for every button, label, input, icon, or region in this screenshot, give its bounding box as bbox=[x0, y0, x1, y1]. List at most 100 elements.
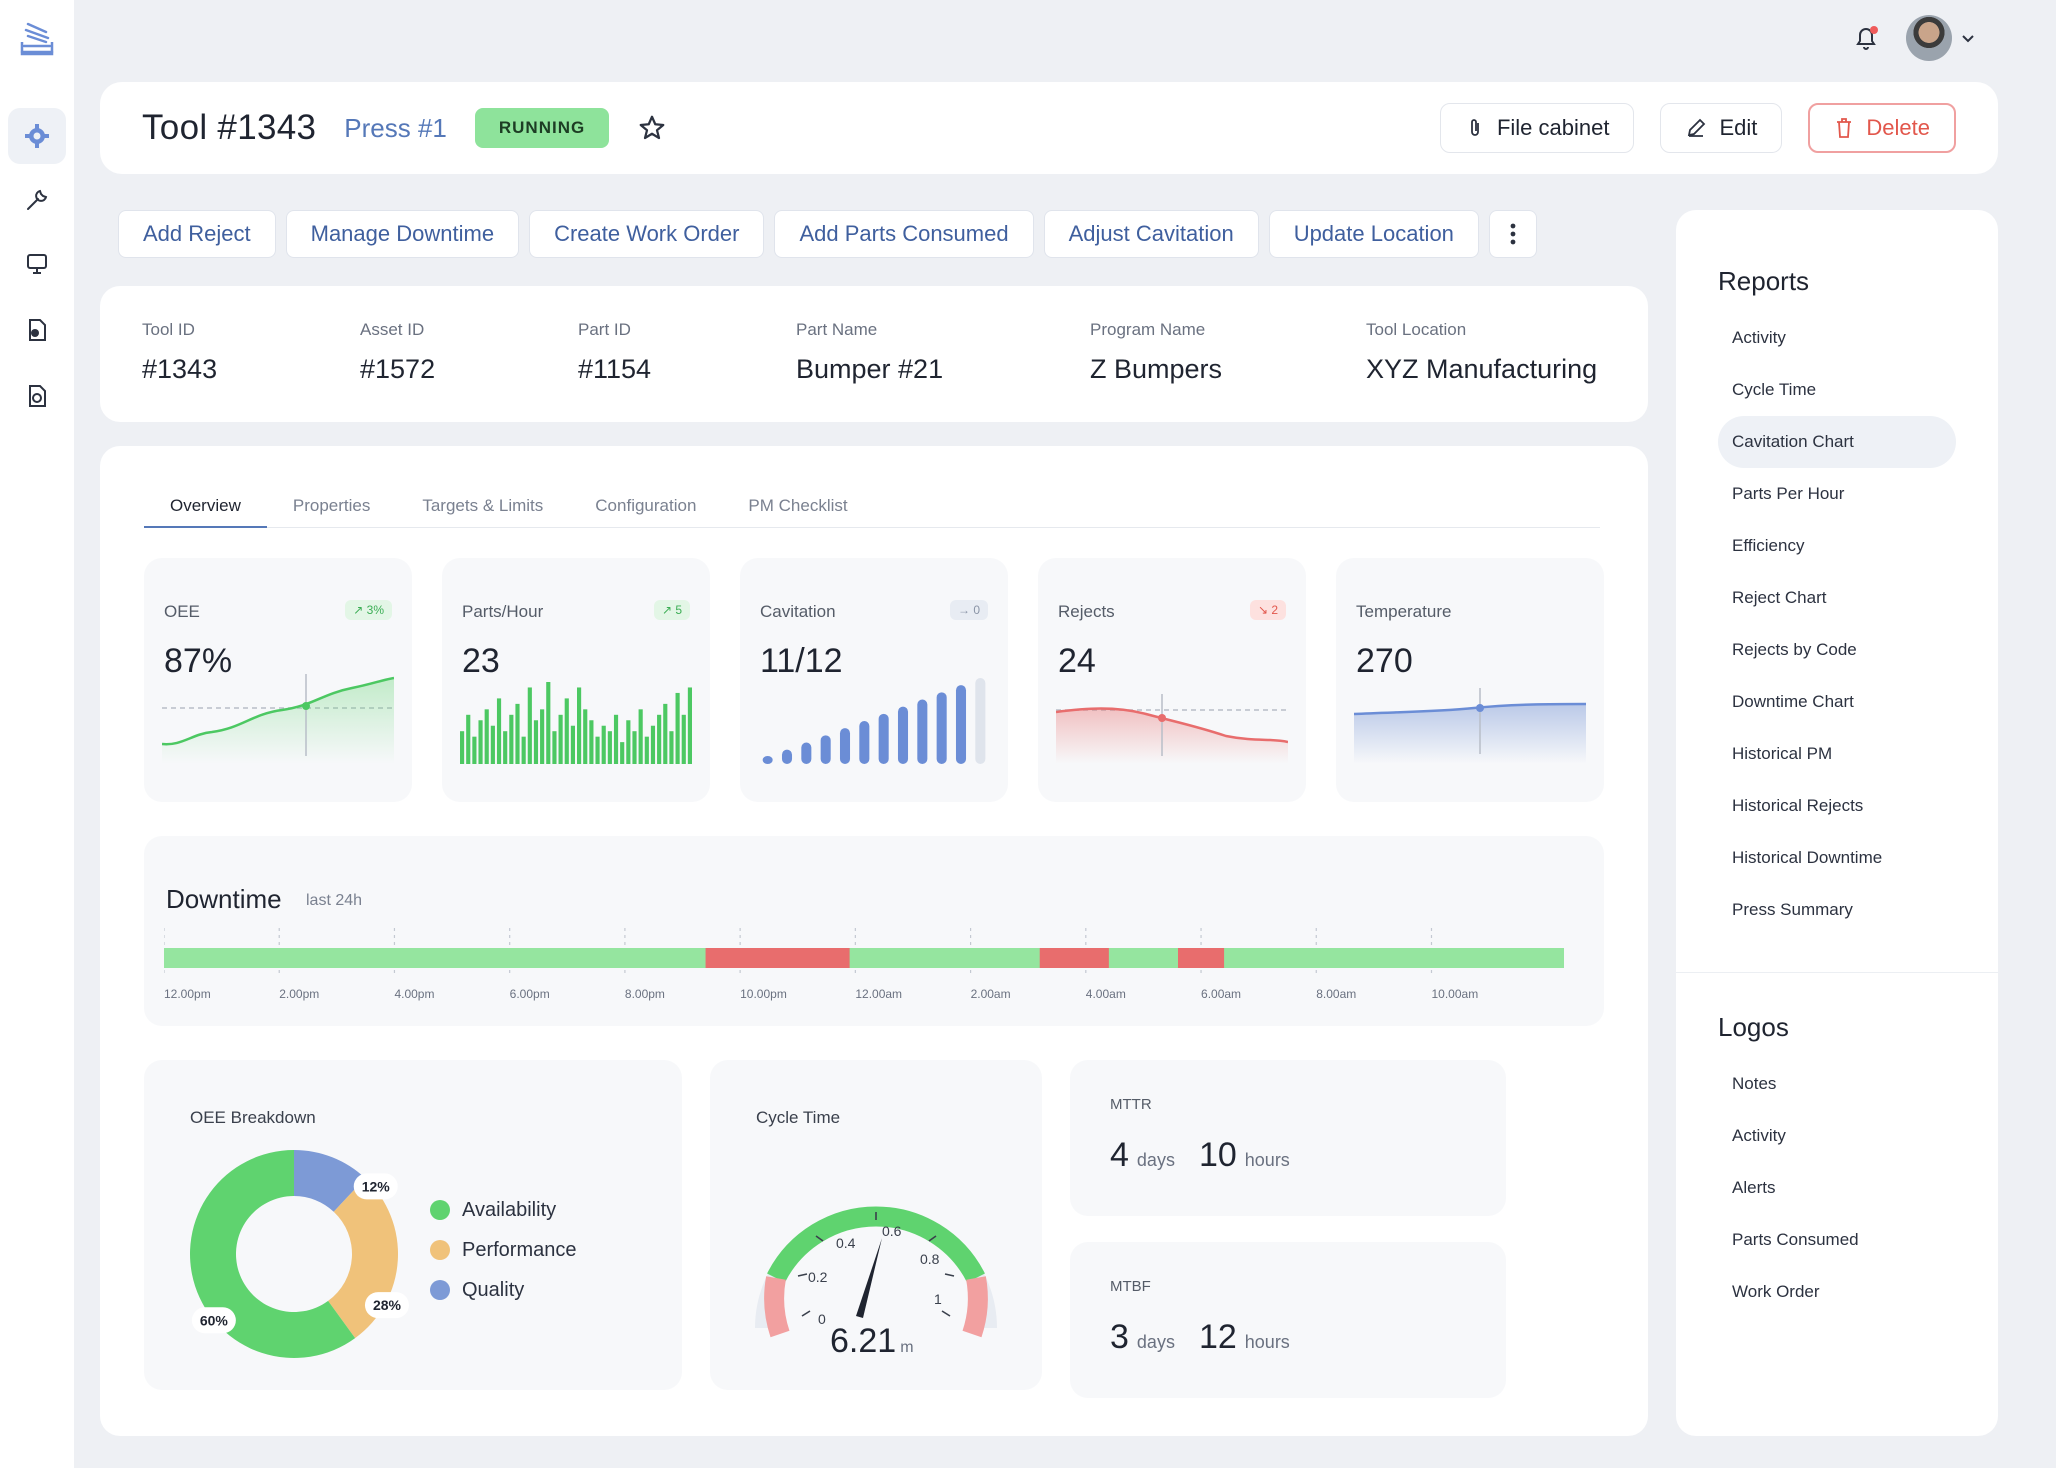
downtime-card: Downtime last 24h 12.00pm 2.00pm 4.00pm 6.0… bbox=[144, 836, 1604, 1026]
parts-hour-bar bbox=[644, 736, 649, 764]
downtime-segment[interactable] bbox=[1039, 948, 1109, 968]
info-value: #1572 bbox=[360, 354, 436, 384]
logos-list: Notes Activity Alerts Parts Consumed Work Or… bbox=[1718, 1058, 1956, 1318]
report-item-historical-downtime[interactable]: Historical Downtime bbox=[1732, 848, 1883, 867]
log-item-alerts[interactable]: Alerts bbox=[1732, 1178, 1776, 1197]
sidebar-item-tools[interactable] bbox=[8, 172, 66, 228]
cycle-time-readout: 6.21 m bbox=[830, 1322, 914, 1361]
report-item-press-summary[interactable]: Press Summary bbox=[1732, 900, 1853, 919]
legend-dot bbox=[430, 1200, 450, 1220]
report-item-efficiency[interactable]: Efficiency bbox=[1732, 536, 1805, 555]
manage-downtime-button[interactable]: Manage Downtime bbox=[285, 210, 520, 258]
avatar[interactable] bbox=[1906, 15, 1952, 61]
mtbf-values: 3 days 12 hours bbox=[1110, 1318, 1306, 1357]
kpi-value: 270 bbox=[1356, 642, 1413, 680]
report-item-activity[interactable]: Activity bbox=[1732, 328, 1786, 347]
press-link[interactable]: Press #1 bbox=[344, 112, 447, 143]
logo-icon[interactable] bbox=[18, 16, 56, 58]
kpi-temperature-card[interactable]: Temperature 270 bbox=[1336, 558, 1604, 802]
donut-slice-availability[interactable] bbox=[190, 1150, 356, 1358]
legend-item-performance: Performance bbox=[430, 1230, 577, 1270]
report-item-historical-pm[interactable]: Historical PM bbox=[1732, 744, 1833, 763]
cavitation-bar bbox=[801, 742, 812, 764]
tab-configuration[interactable]: Configuration bbox=[595, 496, 697, 515]
kpi-trend-badge: ↘ 2 bbox=[1249, 600, 1286, 620]
overview-panel: Overview Properties Targets & Limits Con… bbox=[100, 446, 1648, 1436]
info-label: Tool Location bbox=[1366, 320, 1467, 339]
report-item-historical-rejects[interactable]: Historical Rejects bbox=[1732, 796, 1864, 815]
log-item-work-order[interactable]: Work Order bbox=[1732, 1282, 1820, 1301]
divider bbox=[1676, 972, 1998, 973]
create-work-order-button[interactable]: Create Work Order bbox=[529, 210, 765, 258]
info-label: Asset ID bbox=[360, 320, 425, 339]
report-item-rejects-by-code[interactable]: Rejects by Code bbox=[1732, 640, 1857, 659]
cavitation-bar bbox=[762, 756, 773, 764]
sidebar-item-document-settings[interactable] bbox=[8, 368, 66, 424]
sidebar-item-documents[interactable] bbox=[8, 302, 66, 358]
legend-label: Availability bbox=[462, 1198, 557, 1221]
parts-hour-bar bbox=[613, 714, 619, 764]
parts-hour-bar bbox=[570, 725, 575, 764]
edit-button[interactable]: Edit bbox=[1660, 103, 1783, 153]
kpi-value: 87% bbox=[164, 642, 233, 680]
mttr-days: 4 bbox=[1110, 1136, 1129, 1174]
parts-hour-bar bbox=[472, 736, 477, 764]
chevron-down-icon[interactable] bbox=[1960, 30, 1976, 46]
report-item-downtime-chart[interactable]: Downtime Chart bbox=[1732, 692, 1854, 711]
cycle-time-unit: m bbox=[900, 1339, 914, 1356]
info-tool-id: Tool ID #1343 bbox=[142, 320, 217, 385]
more-actions-button[interactable] bbox=[1488, 210, 1537, 258]
report-item-cycle-time[interactable]: Cycle Time bbox=[1732, 380, 1817, 399]
delete-button[interactable]: Delete bbox=[1808, 103, 1956, 153]
sidebar-item-settings[interactable] bbox=[8, 108, 66, 164]
downtime-segment[interactable] bbox=[1177, 948, 1225, 968]
wrench-icon bbox=[27, 189, 48, 210]
tab-properties[interactable]: Properties bbox=[292, 496, 371, 515]
star-icon[interactable] bbox=[637, 113, 667, 143]
tool-info-card: Tool ID #1343 Asset ID #1572 Part ID #11… bbox=[100, 286, 1648, 422]
add-parts-consumed-button[interactable]: Add Parts Consumed bbox=[774, 210, 1034, 258]
parts-hour-bar bbox=[589, 720, 594, 764]
donut-label-bg bbox=[191, 1307, 236, 1334]
tab-pm-checklist[interactable]: PM Checklist bbox=[748, 496, 848, 515]
kpi-label: Temperature bbox=[1356, 602, 1452, 621]
gauge-tick: 1 bbox=[934, 1291, 942, 1307]
tab-overview[interactable]: Overview bbox=[144, 496, 267, 528]
reports-list: Activity Cycle Time Cavitation Chart Parts … bbox=[1718, 312, 1956, 936]
report-item-parts-per-hour[interactable]: Parts Per Hour bbox=[1732, 484, 1845, 503]
file-cabinet-button[interactable]: File cabinet bbox=[1439, 103, 1635, 153]
log-item-parts-consumed[interactable]: Parts Consumed bbox=[1732, 1230, 1859, 1249]
timeline-tick-label: 4.00pm bbox=[394, 987, 434, 1001]
notifications-button[interactable] bbox=[1850, 22, 1882, 54]
donut-slice-quality[interactable] bbox=[294, 1150, 366, 1212]
top-right-controls bbox=[1850, 14, 1976, 62]
oee-breakdown-card: OEE Breakdown 60% 28% 12% Availability Per… bbox=[144, 1060, 682, 1390]
tab-targets-limits[interactable]: Targets & Limits bbox=[422, 496, 544, 515]
report-item-reject-chart[interactable]: Reject Chart bbox=[1732, 588, 1827, 607]
sidebar-item-monitor[interactable] bbox=[8, 236, 66, 292]
kpi-rejects-card[interactable]: Rejects ↘ 2 24 bbox=[1038, 558, 1306, 802]
update-location-button[interactable]: Update Location bbox=[1268, 210, 1479, 258]
cavitation-bar bbox=[897, 706, 909, 764]
user-menu[interactable] bbox=[1906, 15, 1976, 61]
parts-hour-bar bbox=[496, 698, 502, 764]
mtbf-label: MTBF bbox=[1110, 1278, 1151, 1295]
downtime-segment[interactable] bbox=[705, 948, 850, 968]
report-item-cavitation-chart[interactable]: Cavitation Chart bbox=[1718, 416, 1956, 468]
log-item-activity[interactable]: Activity bbox=[1732, 1126, 1786, 1145]
parts-hour-bar bbox=[681, 714, 686, 764]
oee-donut-chart[interactable]: 60% 28% 12% bbox=[174, 1134, 414, 1374]
adjust-cavitation-button[interactable]: Adjust Cavitation bbox=[1043, 210, 1259, 258]
gauge-tick: 0.6 bbox=[882, 1223, 902, 1239]
kpi-oee-card[interactable]: OEE ↗ 3% 87% bbox=[144, 558, 412, 802]
kpi-parts-hour-card[interactable]: Parts/Hour ↗ 5 23 bbox=[442, 558, 710, 802]
parts-hour-bar bbox=[657, 714, 662, 764]
paperclip-icon bbox=[1471, 119, 1479, 136]
timeline-tick-label: 10.00pm bbox=[740, 987, 787, 1001]
kpi-cavitation-card[interactable]: Cavitation → 0 11/12 bbox=[740, 558, 1008, 802]
log-item-notes[interactable]: Notes bbox=[1732, 1074, 1777, 1093]
downtime-timeline[interactable]: 12.00pm 2.00pm 4.00pm 6.00pm 8.00pm 10.00pm 12… bbox=[164, 928, 1584, 1008]
mttr-label: MTTR bbox=[1110, 1096, 1152, 1113]
add-reject-button[interactable]: Add Reject bbox=[118, 210, 276, 258]
legend-label: Quality bbox=[462, 1278, 525, 1301]
